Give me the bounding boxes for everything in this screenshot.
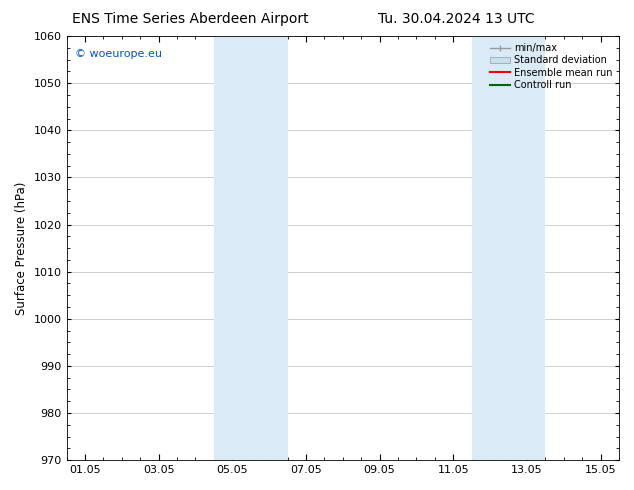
Legend: min/max, Standard deviation, Ensemble mean run, Controll run: min/max, Standard deviation, Ensemble me… <box>486 39 616 94</box>
Bar <box>214 36 288 460</box>
Y-axis label: Surface Pressure (hPa): Surface Pressure (hPa) <box>15 181 28 315</box>
Text: ENS Time Series Aberdeen Airport: ENS Time Series Aberdeen Airport <box>72 12 309 26</box>
Text: © woeurope.eu: © woeurope.eu <box>75 49 162 59</box>
Bar <box>472 36 545 460</box>
Text: Tu. 30.04.2024 13 UTC: Tu. 30.04.2024 13 UTC <box>378 12 535 26</box>
